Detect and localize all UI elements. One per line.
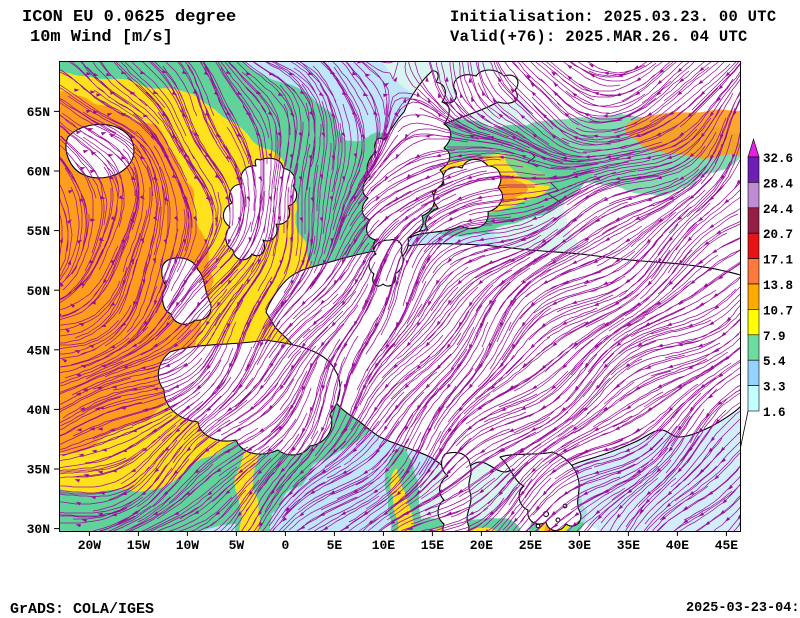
svg-text:40E: 40E	[666, 538, 690, 553]
svg-text:25E: 25E	[519, 538, 543, 553]
svg-text:13.8: 13.8	[763, 279, 793, 293]
svg-text:60N: 60N	[27, 165, 50, 180]
svg-text:10.7: 10.7	[763, 304, 793, 318]
svg-text:40N: 40N	[27, 403, 50, 418]
svg-text:50N: 50N	[27, 284, 50, 299]
svg-text:15W: 15W	[127, 538, 151, 553]
svg-text:7.9: 7.9	[763, 330, 786, 344]
svg-text:20W: 20W	[78, 538, 102, 553]
svg-text:1.6: 1.6	[763, 406, 786, 420]
svg-text:65N: 65N	[27, 105, 50, 120]
svg-text:24.4: 24.4	[763, 203, 794, 217]
svg-text:32.6: 32.6	[763, 152, 793, 166]
svg-text:5W: 5W	[229, 538, 245, 553]
svg-text:30E: 30E	[568, 538, 592, 553]
svg-text:20E: 20E	[470, 538, 494, 553]
svg-text:10E: 10E	[372, 538, 396, 553]
svg-text:20.7: 20.7	[763, 228, 793, 242]
svg-text:45N: 45N	[27, 343, 50, 358]
svg-text:0: 0	[281, 538, 289, 553]
svg-text:15E: 15E	[421, 538, 445, 553]
svg-text:35E: 35E	[617, 538, 641, 553]
svg-text:45E: 45E	[715, 538, 739, 553]
svg-text:35N: 35N	[27, 463, 50, 478]
svg-text:17.1: 17.1	[763, 254, 793, 268]
svg-text:5.4: 5.4	[763, 355, 786, 369]
svg-text:30N: 30N	[27, 522, 50, 537]
svg-text:28.4: 28.4	[763, 177, 794, 191]
svg-text:5E: 5E	[327, 538, 343, 553]
svg-text:55N: 55N	[27, 224, 50, 239]
svg-text:10W: 10W	[176, 538, 200, 553]
svg-text:3.3: 3.3	[763, 381, 786, 395]
